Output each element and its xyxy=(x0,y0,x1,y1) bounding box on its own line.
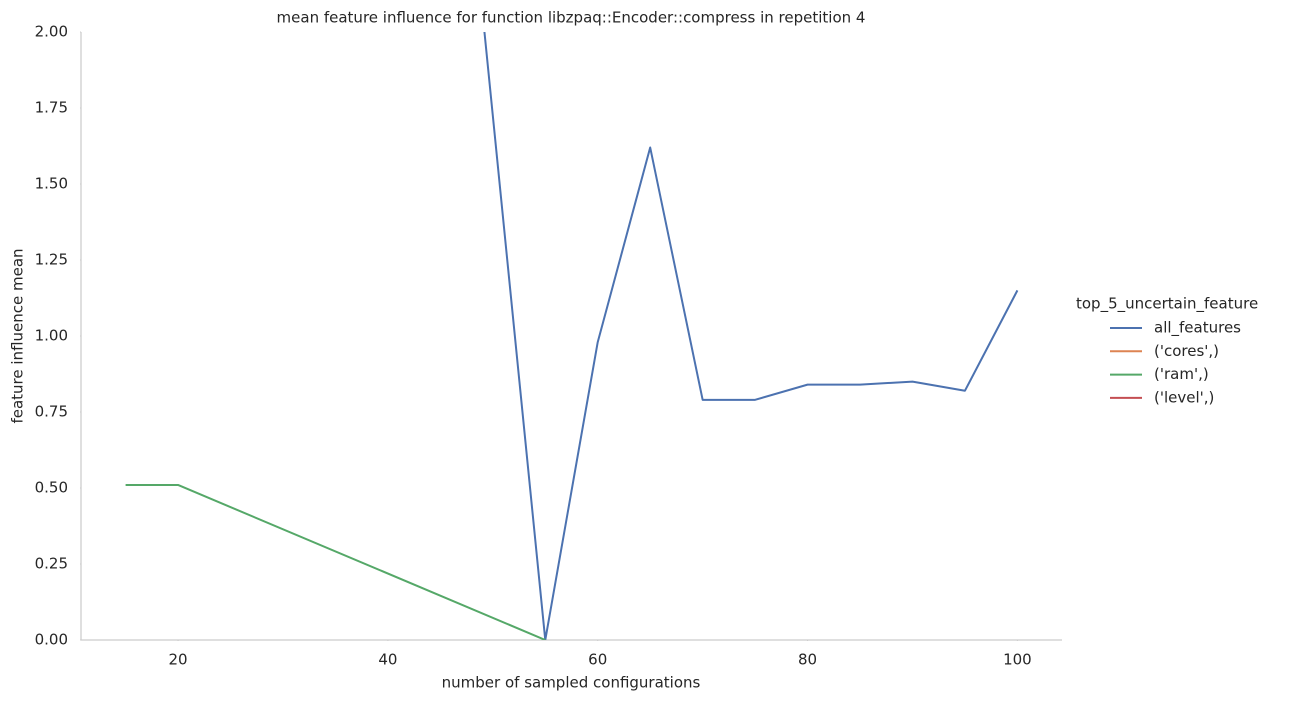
y-axis-label: feature influence mean xyxy=(9,248,27,423)
line xyxy=(125,483,546,640)
legend-label: ('level',) xyxy=(1154,388,1214,406)
x-axis-label: number of sampled configurations xyxy=(442,674,701,692)
legend-title: top_5_uncertain_feature xyxy=(1076,295,1258,314)
x-tick-label: 40 xyxy=(378,651,397,669)
y-tick-label: 1.75 xyxy=(35,99,68,117)
x-tick-label: 60 xyxy=(588,651,607,669)
y-tick-label: 0.25 xyxy=(35,555,68,573)
y-tick-label: 2.00 xyxy=(35,23,68,41)
y-tick-label: 0.75 xyxy=(35,403,68,421)
x-tick-label: 80 xyxy=(798,651,817,669)
y-tick-label: 0.00 xyxy=(35,631,68,649)
x-tick-label: 20 xyxy=(169,651,188,669)
legend-label: ('cores',) xyxy=(1154,342,1219,360)
line xyxy=(483,32,1019,640)
chart-title: mean feature influence for function libz… xyxy=(277,9,866,27)
y-tick-label: 1.25 xyxy=(35,251,68,269)
legend-label: all_features xyxy=(1154,319,1241,338)
y-tick-label: 0.50 xyxy=(35,479,68,497)
x-tick-label: 100 xyxy=(1003,651,1032,669)
y-tick-label: 1.50 xyxy=(35,175,68,193)
y-tick-label: 1.00 xyxy=(35,327,68,345)
legend-label: ('ram',) xyxy=(1154,365,1209,383)
